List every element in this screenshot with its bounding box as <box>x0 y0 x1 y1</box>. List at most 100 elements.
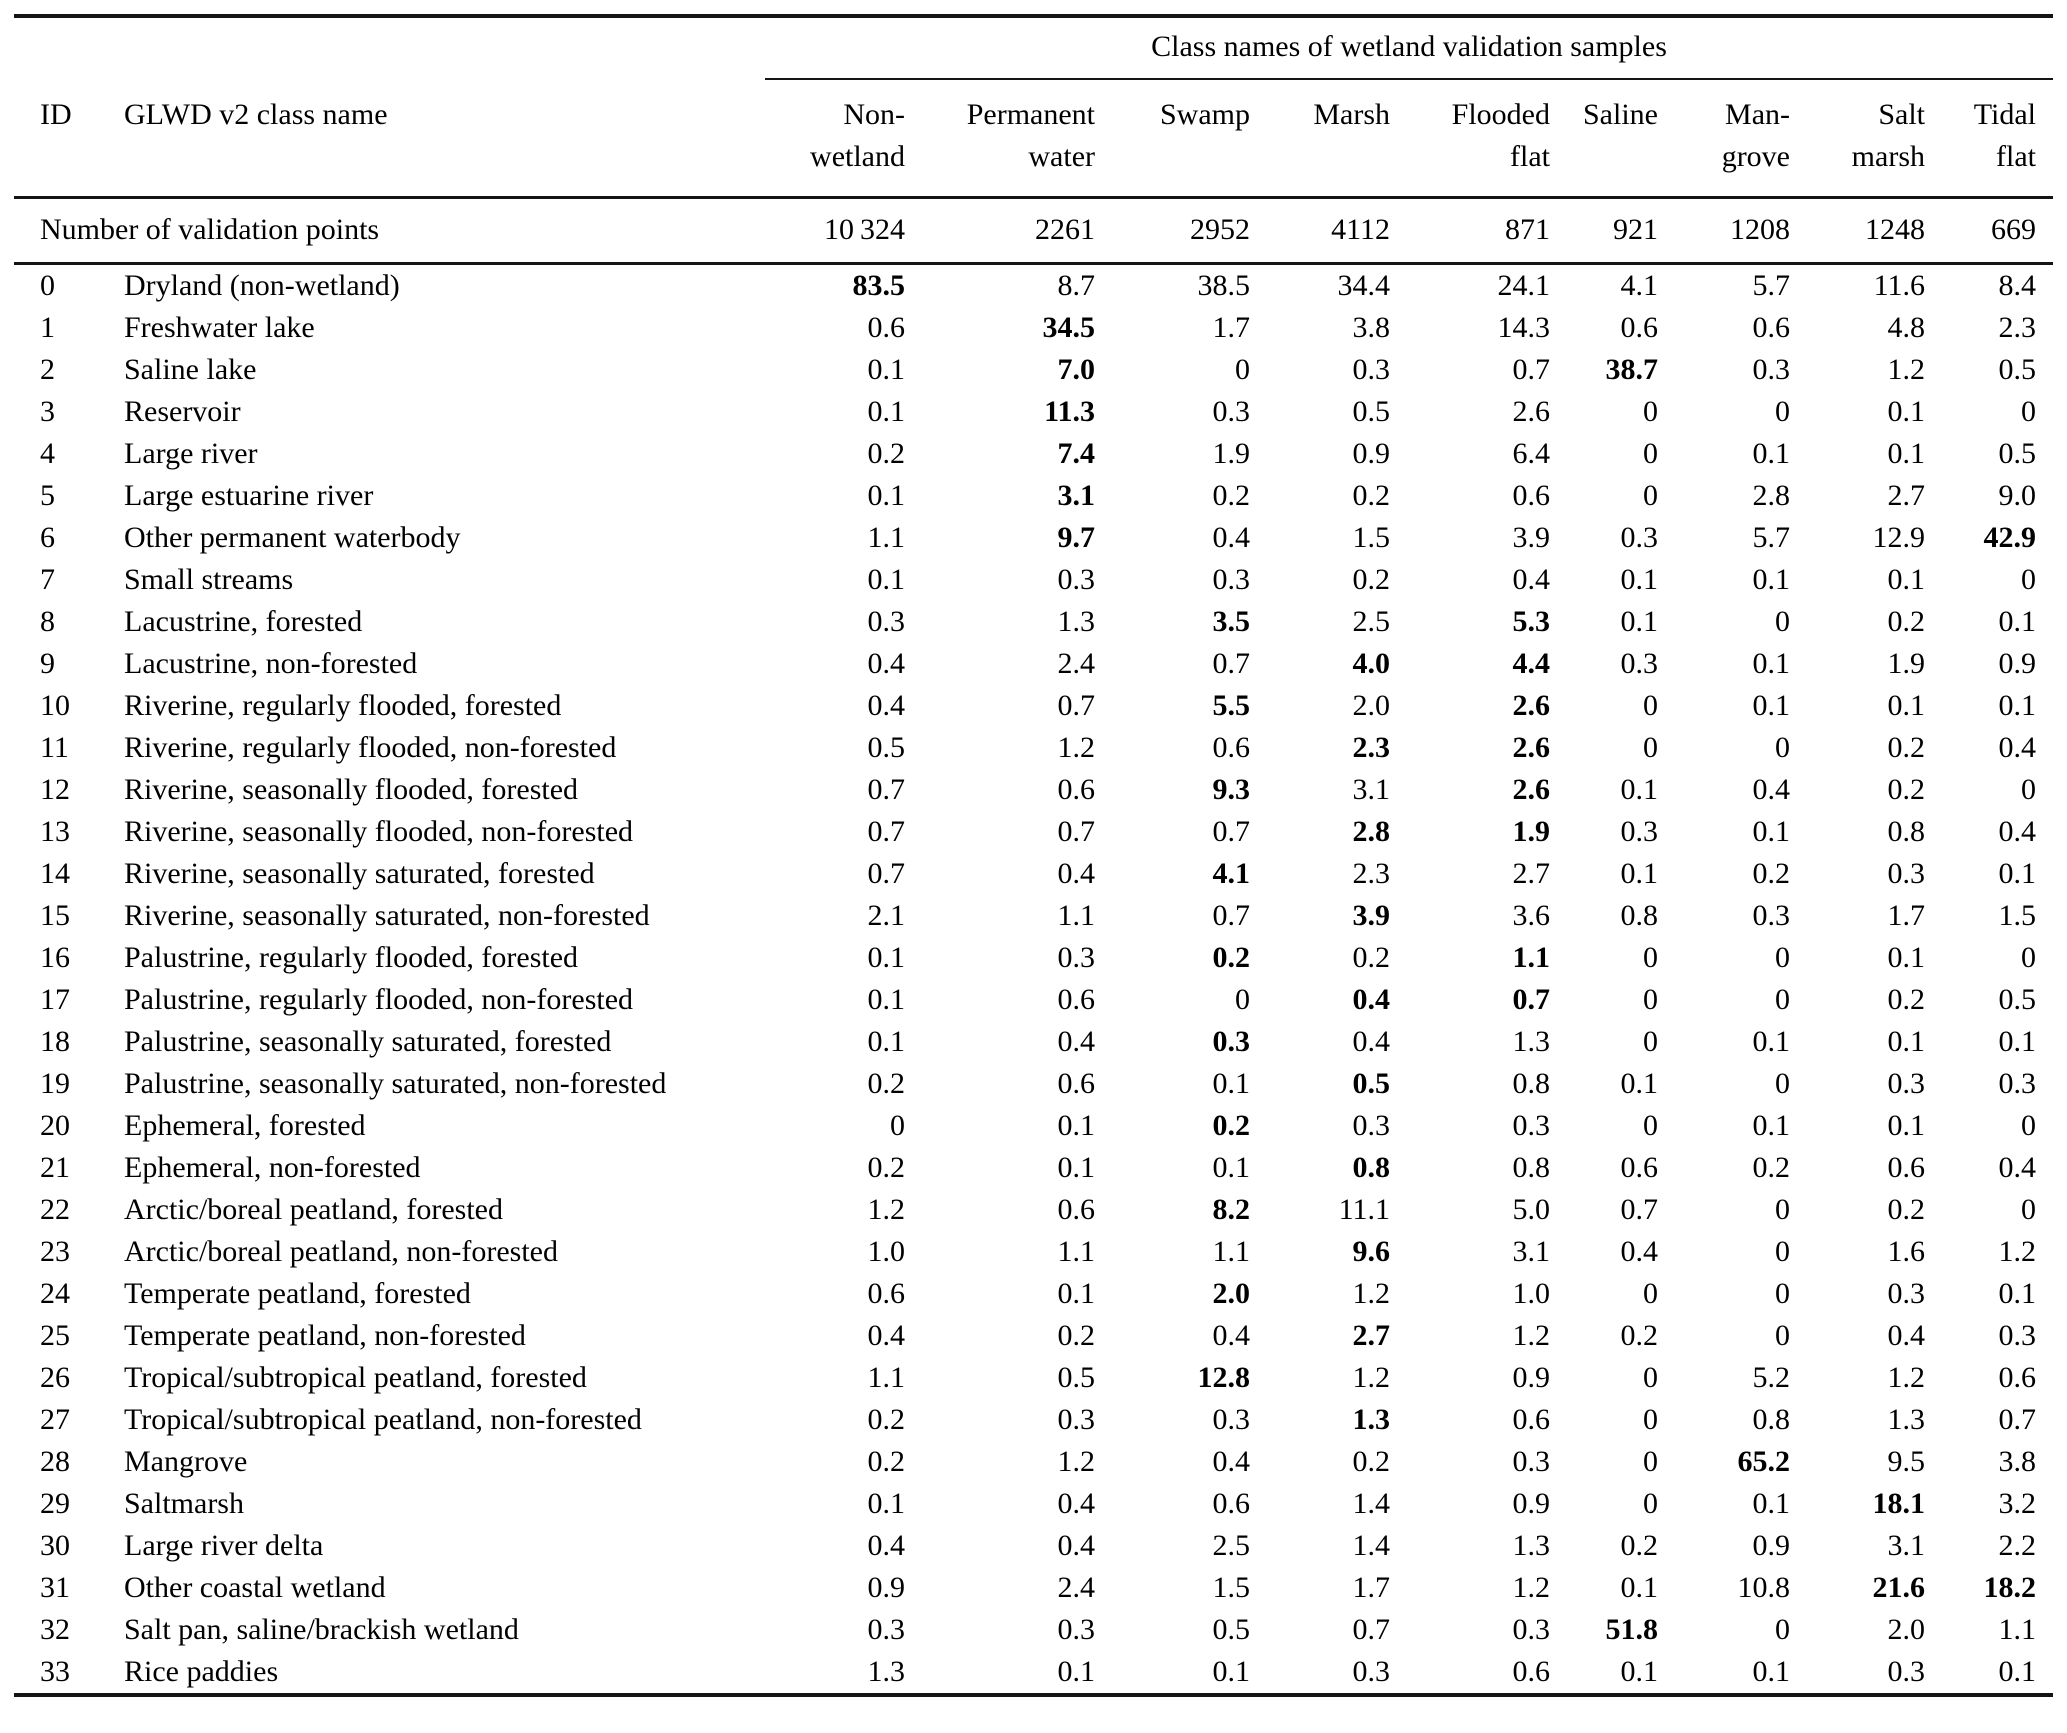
col-header-line1: Non- <box>843 98 905 131</box>
cell-value: 0.1 <box>1887 1109 1926 1142</box>
cell-value: 0 <box>1775 605 1790 638</box>
cell-value: 18.1 <box>1872 1487 1926 1520</box>
cell-value: 0.2 <box>1352 479 1391 512</box>
cell-value: 1.1 <box>867 1361 906 1394</box>
cell-value: 0.5 <box>1998 353 2037 386</box>
cell-value: 0.3 <box>1352 1655 1391 1688</box>
cell-value: 0.6 <box>1512 479 1551 512</box>
cell-value: 0.3 <box>1212 1403 1251 1436</box>
cell-value: 0.2 <box>1620 1319 1659 1352</box>
cell-value: 0.3 <box>1998 1067 2037 1100</box>
cell-row-id: 3 <box>40 395 55 428</box>
cell-value: 0.3 <box>1620 815 1659 848</box>
group-header-cell: Class names of wetland validation sample… <box>660 16 2054 80</box>
cell-value: 0.4 <box>867 1529 906 1562</box>
cell-row-id: 21 <box>40 1151 70 1184</box>
cell-value: 0.8 <box>1512 1067 1551 1100</box>
table-row: 5 Large estuarine river 0.1 3.1 0.2 0.2 0.6 0 2.… <box>14 475 2053 517</box>
cell-value: 0.1 <box>1887 437 1926 470</box>
cell-value: 1.3 <box>1887 1403 1926 1436</box>
cell-value: 5.2 <box>1752 1361 1791 1394</box>
cell-row-id: 19 <box>40 1067 70 1100</box>
cell-row-id: 1 <box>40 311 55 344</box>
cell-value: 1.7 <box>1212 311 1251 344</box>
cell-value: 0.6 <box>1752 311 1791 344</box>
cell-class-name: Riverine, seasonally saturated, forested <box>124 857 595 890</box>
cell-value: 10.8 <box>1737 1571 1791 1604</box>
table-row: 26 Tropical/subtropical peatland, foreste… <box>14 1357 2053 1399</box>
cell-value: 3.9 <box>1352 899 1391 932</box>
validation-count: 1248 <box>1790 197 1925 265</box>
cell-value: 0.1 <box>1998 1025 2037 1058</box>
cell-value: 0.1 <box>1057 1151 1096 1184</box>
cell-value: 0 <box>890 1109 905 1142</box>
cell-value: 0.3 <box>1057 941 1096 974</box>
col-header-line2: water <box>1028 140 1095 173</box>
cell-value: 0 <box>1775 1613 1790 1646</box>
cell-value: 11.3 <box>1044 395 1095 428</box>
cell-value: 0.1 <box>1752 563 1791 596</box>
cell-value: 0.5 <box>1998 437 2037 470</box>
cell-class-name: Tropical/subtropical peatland, non-fores… <box>124 1403 642 1436</box>
cell-row-id: 18 <box>40 1025 70 1058</box>
cell-value: 1.1 <box>1057 1235 1096 1268</box>
cell-row-id: 9 <box>40 647 55 680</box>
cell-value: 0.1 <box>1620 563 1659 596</box>
cell-value: 0.7 <box>867 857 906 890</box>
cell-row-id: 25 <box>40 1319 70 1352</box>
cell-class-name: Large river <box>124 437 258 470</box>
cell-value: 12.9 <box>1872 521 1926 554</box>
cell-value: 0 <box>1643 941 1658 974</box>
cell-value: 0.4 <box>1057 857 1096 890</box>
cell-value: 0.1 <box>1998 857 2037 890</box>
col-header-line1: Man- <box>1725 98 1790 131</box>
cell-value: 2.1 <box>867 899 906 932</box>
cell-value: 0.2 <box>1752 857 1791 890</box>
cell-value: 0.7 <box>1212 899 1251 932</box>
cell-class-name: Dryland (non-wetland) <box>124 269 400 302</box>
cell-value: 0.8 <box>1512 1151 1551 1184</box>
cell-value: 34.4 <box>1337 269 1391 302</box>
validation-count: 669 <box>1925 197 2054 265</box>
cell-class-name: Other permanent waterbody <box>124 521 461 554</box>
cell-value: 0.2 <box>1212 479 1251 512</box>
col-header-line1: Flooded <box>1451 98 1550 131</box>
col-header-swamp: Swamp <box>1095 80 1250 199</box>
cell-value: 1.2 <box>1057 1445 1096 1478</box>
cell-value: 0.5 <box>1057 1361 1096 1394</box>
cell-class-name: Freshwater lake <box>124 311 315 344</box>
cell-value: 0.3 <box>1352 1109 1391 1142</box>
col-header-flooded-flat: Flooded flat <box>1390 80 1550 199</box>
cell-value: 0 <box>1775 1067 1790 1100</box>
cell-value: 0.1 <box>1752 1487 1791 1520</box>
cell-value: 2.6 <box>1512 731 1551 764</box>
cell-value: 1.0 <box>867 1235 906 1268</box>
cell-value: 3.5 <box>1212 605 1251 638</box>
cell-class-name: Riverine, regularly flooded, non-foreste… <box>124 731 617 764</box>
cell-row-id: 5 <box>40 479 55 512</box>
cell-value: 0.1 <box>1620 1571 1659 1604</box>
cell-class-name: Temperate peatland, non-forested <box>124 1319 526 1352</box>
col-header-line2: flat <box>1510 140 1550 173</box>
cell-row-id: 0 <box>40 269 55 302</box>
cell-value: 2.8 <box>1352 815 1391 848</box>
cell-value: 0.6 <box>1057 1193 1096 1226</box>
table-row: 30 Large river delta 0.4 0.4 2.5 1.4 1.3 0.2 0.9… <box>14 1525 2053 1567</box>
cell-value: 9.3 <box>1212 773 1251 806</box>
cell-value: 0.4 <box>1752 773 1791 806</box>
cell-value: 0.1 <box>867 479 906 512</box>
cell-class-name: Ephemeral, non-forested <box>124 1151 421 1184</box>
cell-value: 0.6 <box>1620 1151 1659 1184</box>
cell-value: 0 <box>1775 731 1790 764</box>
cell-value: 1.2 <box>1512 1319 1551 1352</box>
cell-value: 2.7 <box>1512 857 1551 890</box>
cell-row-id: 29 <box>40 1487 70 1520</box>
cell-value: 0.6 <box>1620 311 1659 344</box>
cell-value: 0.1 <box>1998 1277 2037 1310</box>
cell-value: 0.7 <box>1057 815 1096 848</box>
cell-value: 0.8 <box>1887 815 1926 848</box>
cell-value: 0.7 <box>1212 647 1251 680</box>
cell-value: 0.1 <box>1620 857 1659 890</box>
col-header-line2: marsh <box>1851 140 1925 173</box>
cell-class-name: Temperate peatland, forested <box>124 1277 471 1310</box>
